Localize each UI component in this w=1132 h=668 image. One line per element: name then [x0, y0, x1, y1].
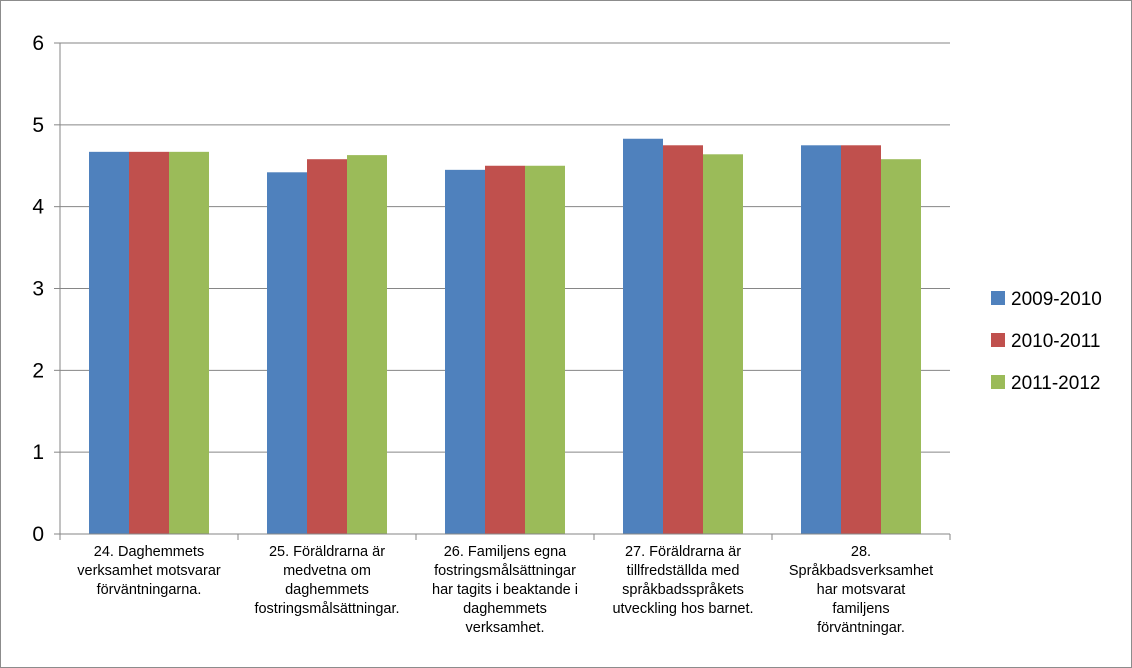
bars	[89, 138, 921, 535]
category-label-line: förväntningar.	[817, 620, 905, 636]
category-label-line: 25. Föräldrarna är	[269, 544, 385, 560]
legend-label-2011-2012: 2011-2012	[1011, 373, 1100, 394]
legend-swatch-2009-2010	[991, 291, 1005, 305]
bar-2011-2012-cat-4	[703, 154, 743, 534]
category-label-line: 26. Familjens egna	[444, 544, 567, 560]
y-tick-label-5: 5	[32, 114, 44, 137]
category-label-line: familjens	[832, 601, 889, 617]
category-label-line: verksamhet motsvarar	[77, 563, 221, 579]
y-tick-label-6: 6	[32, 32, 44, 55]
category-label-5: 28. Språkbadsverksamhet har motsvarat famil…	[789, 544, 933, 636]
category-label-line: utveckling hos barnet.	[612, 601, 753, 617]
category-label-line: språkbadsspråkets	[622, 582, 744, 598]
category-label-1: 24. Daghemmets verksamhet motsvarar förvän…	[77, 544, 221, 598]
category-label-line: 27. Föräldrarna är	[625, 544, 741, 560]
category-label-line: daghemmets	[285, 582, 369, 598]
category-label-line: daghemmets	[463, 601, 547, 617]
bar-2010-2011-cat-4	[663, 145, 703, 534]
legend: 2009-2010 2010-2011 2011-2012	[991, 289, 1102, 394]
category-label-line: fostringsmålsättningar	[434, 563, 576, 579]
bar-2011-2012-cat-1	[169, 151, 209, 535]
bar-2010-2011-cat-2	[307, 159, 347, 534]
bar-2009-2010-cat-3	[445, 169, 485, 534]
bar-2009-2010-cat-5	[801, 145, 841, 534]
legend-label-2009-2010: 2009-2010	[1011, 289, 1102, 310]
category-label-line: förväntningarna.	[97, 582, 202, 598]
bar-2010-2011-cat-3	[485, 165, 525, 534]
y-tick-labels: 0 1 2 3 4 5 6	[32, 32, 44, 546]
category-labels: 24. Daghemmets verksamhet motsvarar förvän…	[77, 544, 933, 636]
category-label-line: Språkbadsverksamhet	[789, 563, 933, 579]
category-label-line: medvetna om	[283, 563, 371, 579]
category-label-line: har tagits i beaktande i	[432, 582, 578, 598]
legend-swatch-2010-2011	[991, 333, 1005, 347]
y-tick-label-1: 1	[32, 441, 44, 464]
category-label-line: tillfredställda med	[627, 563, 740, 579]
category-label-line: fostringsmålsättningar.	[254, 601, 399, 617]
legend-label-2010-2011: 2010-2011	[1011, 331, 1100, 352]
y-tick-label-2: 2	[32, 359, 44, 382]
bar-2011-2012-cat-2	[347, 155, 387, 534]
category-label-line: 28.	[851, 544, 871, 560]
legend-swatch-2011-2012	[991, 375, 1005, 389]
category-label-line: 24. Daghemmets	[94, 544, 204, 560]
y-tick-label-0: 0	[32, 523, 44, 546]
category-label-4: 27. Föräldrarna är tillfredställda med spr…	[612, 544, 753, 617]
bar-2009-2010-cat-1	[89, 151, 129, 535]
category-label-line: har motsvarat	[817, 582, 906, 598]
category-label-line: verksamhet.	[466, 620, 545, 636]
bar-2009-2010-cat-2	[267, 172, 307, 534]
y-tick-label-3: 3	[32, 278, 44, 301]
bar-2009-2010-cat-4	[623, 138, 663, 534]
bar-2011-2012-cat-3	[525, 165, 565, 534]
bar-2011-2012-cat-5	[881, 159, 921, 534]
category-label-2: 25. Föräldrarna är medvetna om daghemmets f…	[254, 544, 399, 617]
y-tick-label-4: 4	[32, 196, 44, 219]
category-label-3: 26. Familjens egna fostringsmålsättningar…	[432, 544, 578, 636]
axes	[54, 42, 951, 540]
bar-2010-2011-cat-5	[841, 145, 881, 534]
bar-2010-2011-cat-1	[129, 151, 169, 535]
